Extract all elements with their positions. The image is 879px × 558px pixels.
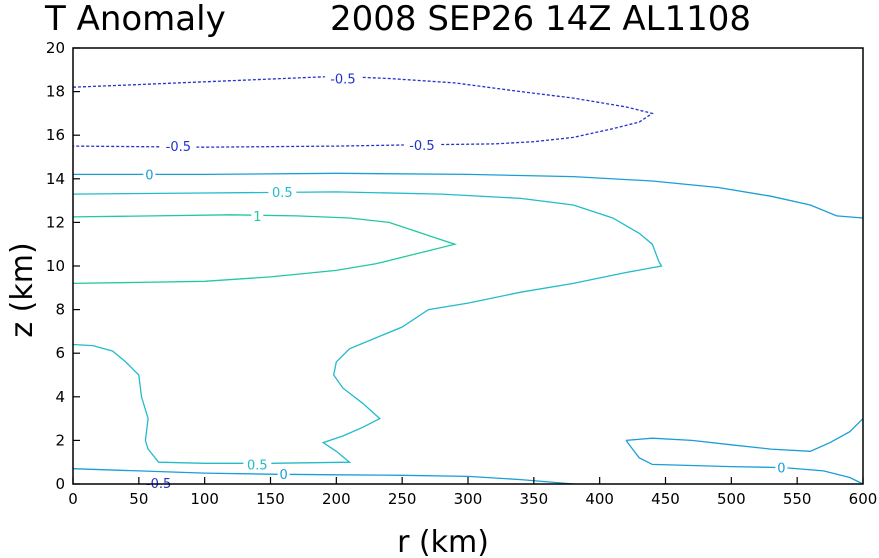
y-tick-label: 8 <box>55 301 65 319</box>
y-tick-label: 20 <box>46 39 65 57</box>
y-tick-label: 12 <box>46 213 65 231</box>
y-axis-ticks: 0 2 4 6 8 10 12 14 16 18 20 <box>46 39 80 493</box>
x-tick-label: 50 <box>129 490 148 508</box>
x-tick-label: 250 <box>388 490 417 508</box>
contour-zero-upper <box>73 172 864 219</box>
y-tick-label: 10 <box>46 257 65 275</box>
contour-label-background <box>251 207 264 223</box>
y-tick-label: 2 <box>55 431 65 449</box>
contour-label-background <box>143 166 156 182</box>
y-axis-label: z (km) <box>5 242 40 337</box>
x-tick-label: 550 <box>783 490 812 508</box>
x-axis-ticks: 0 50 100 150 200 250 300 350 400 450 500 550 600 <box>68 477 877 508</box>
contour-label: 0 <box>145 168 153 183</box>
x-tick-label: 200 <box>322 490 351 508</box>
plot-frame <box>72 47 864 485</box>
y-tick-label: 18 <box>46 83 65 101</box>
x-tick-label: 600 <box>849 490 878 508</box>
x-tick-label: 400 <box>585 490 614 508</box>
contour-label-background <box>324 70 361 86</box>
x-axis-label: r (km) <box>397 525 489 558</box>
y-tick-label: 6 <box>55 344 65 362</box>
contour-zero-bottom-right-lower <box>625 440 864 485</box>
contour-label: 0.5 <box>272 186 293 201</box>
contour-zero-bottom-right <box>625 418 864 452</box>
contour-label: -0.5 <box>166 140 191 155</box>
x-tick-label: 300 <box>454 490 483 508</box>
contour-label: 0 <box>777 462 785 477</box>
x-tick-label: 500 <box>717 490 746 508</box>
contour-label-background <box>243 456 272 472</box>
contour-neg-0.5-closed <box>72 75 654 148</box>
contour-label-background <box>277 466 290 482</box>
contour-labels: -0.5-0.5 -0.500.510.50-0.50 <box>140 70 788 492</box>
y-tick-label: 14 <box>46 170 65 188</box>
x-tick-label: 450 <box>651 490 680 508</box>
contour-label-background <box>160 138 197 154</box>
x-tick-label: 100 <box>190 490 219 508</box>
contour-label: 0 <box>280 468 288 483</box>
y-tick-label: 4 <box>55 388 65 406</box>
x-tick-label: 0 <box>68 490 78 508</box>
x-tick-label: 350 <box>520 490 549 508</box>
contour-label-background <box>775 459 788 475</box>
chart-title-left: T Anomaly <box>44 0 226 39</box>
chart-title-right: 2008 SEP26 14Z AL1108 <box>330 0 751 39</box>
x-tick-label: 150 <box>256 490 285 508</box>
contour-label-background <box>403 137 440 153</box>
contour-label: 1 <box>253 210 261 225</box>
contour-label-background <box>268 183 297 199</box>
contour-label: -0.5 <box>409 139 434 154</box>
contour-label: -0.5 <box>330 73 355 88</box>
y-tick-label: 0 <box>55 475 65 493</box>
contour-pos-0.5-upper <box>72 191 663 464</box>
y-tick-label: 16 <box>46 126 65 144</box>
contour-zero-bottom-left <box>72 468 574 485</box>
contour-pos-1-closed <box>72 214 458 285</box>
contour-label-background <box>140 474 177 490</box>
contour-label: 0.5 <box>247 458 268 473</box>
contour-lines <box>72 75 864 485</box>
